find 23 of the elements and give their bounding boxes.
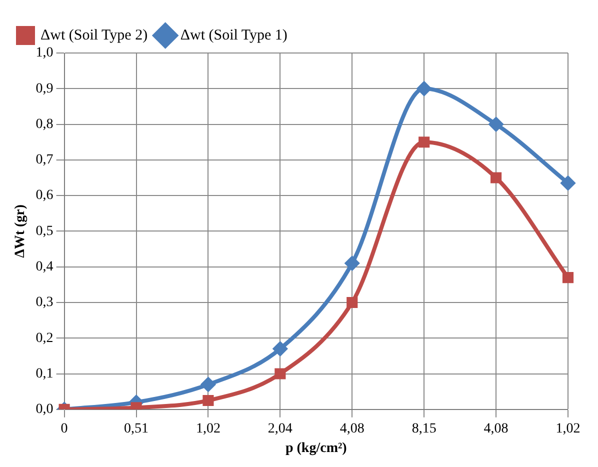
- x-tick-label: 0,51: [124, 421, 149, 436]
- y-tick-label: 0,2: [36, 330, 54, 346]
- y-tick-label: 0,8: [36, 116, 54, 132]
- y-tick-label: 0,3: [36, 295, 54, 310]
- y-tick-label: 0,1: [36, 366, 54, 382]
- x-axis-title: p (kg/cm²): [285, 441, 348, 456]
- x-tick-label: 0: [60, 421, 68, 436]
- legend-label: Δwt (Soil Type 2): [40, 27, 148, 44]
- x-tick-label: 4,08: [484, 421, 508, 436]
- y-tick-label: 0,9: [36, 81, 54, 96]
- x-tick-label: 1,02: [556, 421, 580, 436]
- y-tick-label: 0,5: [36, 224, 54, 239]
- x-tick-label: 4,08: [340, 421, 364, 436]
- x-tick-label: 1,02: [196, 421, 220, 436]
- y-tick-label: 0,4: [36, 260, 54, 275]
- y-axis-title: ΔWt (gr): [13, 204, 28, 258]
- y-tick-label: 0,0: [36, 402, 54, 418]
- y-tick-label: 1,0: [36, 46, 54, 61]
- legend-label: Δwt (Soil Type 1): [180, 27, 288, 44]
- x-tick-label: 2,04: [268, 421, 292, 436]
- y-tick-label: 0,7: [36, 152, 54, 168]
- y-tick-label: 0,6: [36, 188, 54, 204]
- x-tick-label: 8,15: [412, 421, 436, 436]
